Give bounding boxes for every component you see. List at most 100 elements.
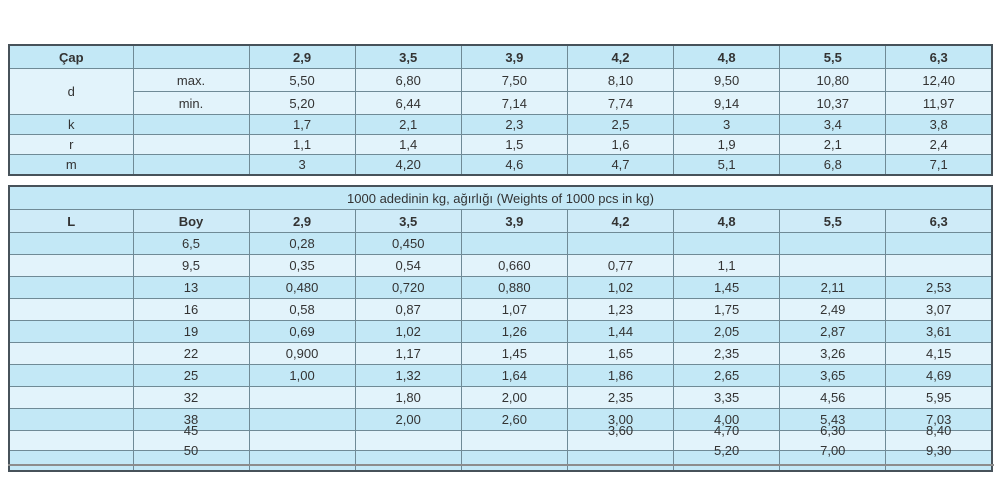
cell-text: 5,43 <box>820 412 846 427</box>
cell-text: 1,44 <box>607 324 634 339</box>
cell-text: 1,65 <box>607 346 634 361</box>
value-cell: 6,8 <box>779 154 887 176</box>
value-cell: 0,720 <box>354 276 462 299</box>
value-cell <box>460 430 568 451</box>
l-cell <box>8 298 134 321</box>
boy-value: 13 <box>183 280 199 295</box>
cell-text: 5,95 <box>926 390 952 405</box>
value-cell: 2,60 <box>460 408 568 431</box>
cell-text: 1,23 <box>607 302 634 317</box>
cell-text: 1,64 <box>501 368 527 383</box>
boy-cell: 50 <box>132 444 250 472</box>
boy-cell: 38 <box>132 408 250 431</box>
value-cell: 0,880 <box>460 276 568 299</box>
cell-text: 2,1 <box>823 137 842 152</box>
value-cell: 3,60 <box>566 424 675 451</box>
value-cell: 1,44 <box>566 320 675 343</box>
empty-header-cell <box>132 44 250 69</box>
cell-text: 1,9 <box>717 137 736 152</box>
value-cell: 5,50 <box>248 68 356 92</box>
value-cell: 4,20 <box>354 154 462 176</box>
value-cell: 3,8 <box>885 114 993 135</box>
boy-cell: 32 <box>132 386 250 409</box>
d-min-row: min. 5,20 6,44 7,14 7,74 9,14 10,37 11,97 <box>9 91 993 115</box>
value-cell: 0,480 <box>248 276 356 299</box>
empty-cell <box>132 134 250 155</box>
value-cell: 11,97 <box>885 91 993 115</box>
cell-text: 10,37 <box>816 95 850 111</box>
value-cell: 0,35 <box>248 254 356 277</box>
value-cell: 2,9 <box>248 209 356 233</box>
value-cell: 1,9 <box>673 134 781 155</box>
value-cell: 1,26 <box>460 320 568 343</box>
cell-text: 7,00 <box>820 443 846 458</box>
empty-cell <box>132 154 250 176</box>
value-cell <box>248 430 356 451</box>
cell-text: 3,4 <box>823 117 842 132</box>
cell-text: 4,70 <box>713 423 740 438</box>
value-cell: 4,2 <box>566 209 675 233</box>
boy-cell: 45 <box>132 424 250 451</box>
boy-value: 19 <box>183 324 199 339</box>
dimensions-table: Çap 2,9 3,5 3,9 4,2 4,8 5,5 6,3 d max. 5,50 6,8… <box>8 44 993 176</box>
value-cell: 1,4 <box>354 134 462 155</box>
m-label: m <box>8 154 134 176</box>
cell-text: 5,1 <box>717 157 736 172</box>
value-cell <box>779 232 887 255</box>
table-row: 38 2,00 2,60 3,00 4,00 5,43 7,03 <box>8 408 993 431</box>
cell-text: 1,7 <box>293 117 312 132</box>
l-cell <box>8 364 134 387</box>
value-cell: 4,15 <box>885 342 993 365</box>
cell-text: 0,480 <box>285 280 319 295</box>
cell-text: 3,60 <box>607 423 634 438</box>
value-cell: 7,03 <box>885 408 993 431</box>
cell-text: 0,77 <box>607 258 634 273</box>
value-cell <box>248 386 356 409</box>
value-cell: 2,00 <box>460 386 568 409</box>
cell-text: 4,6 <box>505 157 524 172</box>
l-cell <box>8 232 134 255</box>
cell-text: 12,40 <box>922 72 955 88</box>
value-cell: 1,1 <box>673 254 781 277</box>
value-cell: 3,35 <box>673 386 781 409</box>
value-cell: 5,43 <box>779 408 887 431</box>
boy-cell: 22 <box>132 342 250 365</box>
boy-value: 22 <box>183 346 199 361</box>
cell-text: 4,2 <box>611 49 630 65</box>
cell-text: 5,20 <box>289 95 315 111</box>
cell-text: 0,35 <box>289 258 315 273</box>
cell-text: 1,1 <box>293 137 312 152</box>
weights-title: 1000 adedinin kg, ağırlığı (Weights of 1… <box>8 185 993 210</box>
corner-label: Çap <box>8 44 134 69</box>
value-cell: 3 <box>673 114 781 135</box>
value-cell: 8,40 <box>885 424 993 451</box>
value-cell: 1,1 <box>248 134 356 155</box>
value-cell: 4,7 <box>566 154 675 176</box>
cell-text: 1,80 <box>395 390 421 405</box>
l-cell <box>8 276 134 299</box>
value-cell: 5,5 <box>779 209 887 233</box>
d-max-row: d max. 5,50 6,80 7,50 8,10 9,50 10,80 12,40 <box>8 68 993 115</box>
table-row: 25 1,00 1,32 1,64 1,86 2,65 3,65 4,69 <box>8 364 993 387</box>
cell-text: 3,5 <box>399 49 418 65</box>
value-cell: 7,14 <box>460 91 568 115</box>
value-cell: 0,77 <box>566 254 675 277</box>
value-cell: 10,37 <box>779 91 887 115</box>
cell-text: 2,00 <box>395 412 421 427</box>
cell-text: 2,53 <box>926 280 952 295</box>
value-cell: 3,26 <box>779 342 887 365</box>
cell-text: 0,450 <box>391 236 425 251</box>
cell-text: 1,32 <box>395 368 421 383</box>
table-row: 50 5,20 7,00 9,30 <box>8 444 993 472</box>
cell-text: 2,35 <box>713 346 740 361</box>
cell-text: 11,97 <box>922 95 955 111</box>
boy-value: 6,5 <box>181 236 201 251</box>
cell-text: 1,45 <box>501 346 527 361</box>
cell-text: 8,10 <box>607 72 634 88</box>
cell-text: 6,80 <box>395 72 421 88</box>
l-cell <box>8 408 134 431</box>
cell-text: 7,50 <box>501 72 527 88</box>
value-cell: 2,49 <box>779 298 887 321</box>
value-cell: 1,45 <box>673 276 781 299</box>
boy-value: 9,5 <box>181 258 201 273</box>
